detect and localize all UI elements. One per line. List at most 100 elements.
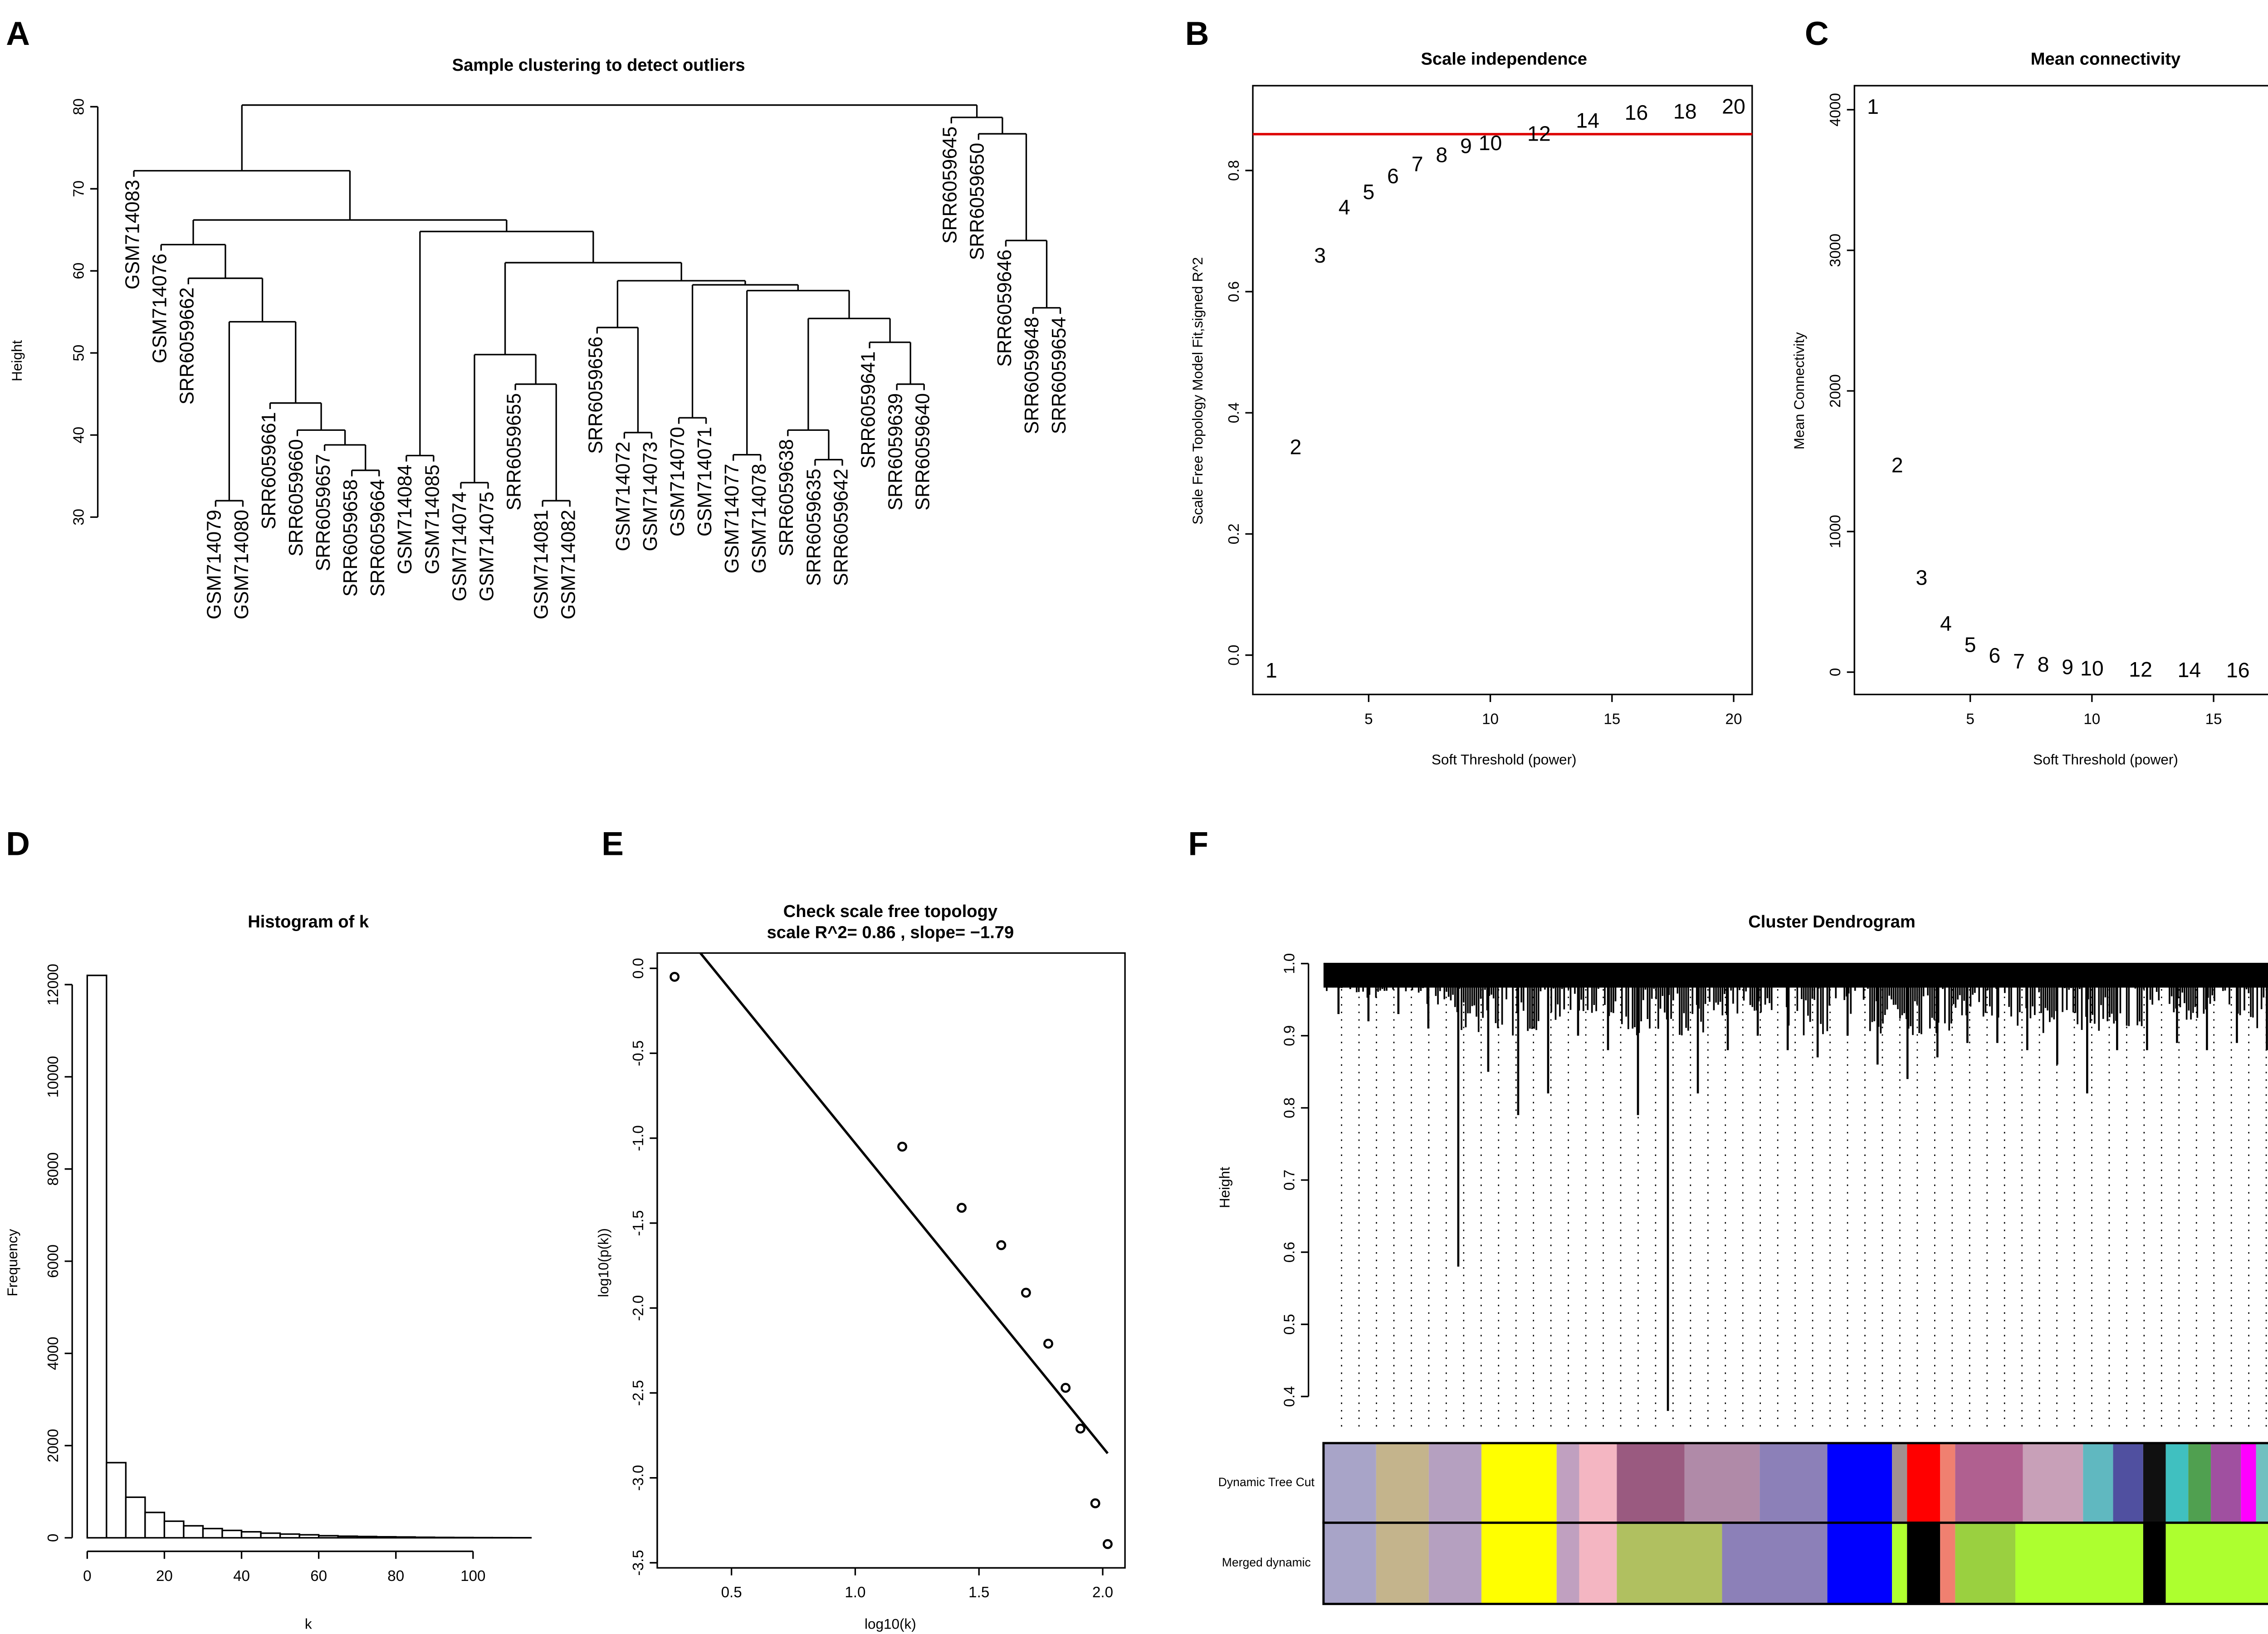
chart-title: Cluster Dendrogram: [1748, 912, 1916, 932]
y-tick-label: 0.6: [1226, 281, 1242, 302]
bar: [453, 1536, 474, 1539]
module-segment: [2165, 1522, 2268, 1604]
module-segment: [1579, 1522, 1617, 1604]
point: [996, 1240, 1007, 1250]
x-axis-label: log10(k): [865, 1615, 916, 1632]
module-segment: [1428, 1522, 1481, 1604]
y-tick-label: 0.5: [1281, 1314, 1298, 1335]
leaf-label: GSM714077: [721, 464, 743, 574]
y-tick-label: 1.0: [1281, 953, 1298, 974]
y-tick-label: 12000: [45, 964, 62, 1005]
panel-letter: B: [1185, 15, 1209, 52]
module-segment: [1556, 1443, 1579, 1523]
leaf-label: GSM714074: [449, 492, 470, 601]
y-tick-label: 60: [70, 263, 87, 279]
x-axis-label: Soft Threshold (power): [2033, 751, 2178, 768]
leaf-label: GSM714076: [149, 254, 171, 363]
module-segment: [2113, 1443, 2143, 1523]
chart-subtitle: scale R^2= 0.86 , slope= −1.79: [767, 922, 1014, 942]
bar: [318, 1535, 339, 1539]
leaf-label: SRR6059642: [830, 468, 852, 586]
point-label: 14: [2178, 658, 2201, 682]
point: [957, 1203, 967, 1213]
y-tick-label: 70: [70, 180, 87, 197]
bar: [357, 1536, 377, 1539]
y-tick-label: 4000: [45, 1336, 62, 1370]
y-tick-label: 0: [1827, 668, 1844, 676]
point-label: 10: [1479, 131, 1502, 155]
x-tick-label: 10: [2083, 711, 2100, 727]
point-label: 10: [2080, 657, 2104, 680]
point: [1090, 1498, 1100, 1508]
fit-line: [699, 952, 1109, 1454]
y-tick-label: 0: [45, 1534, 62, 1542]
module-segment: [2023, 1443, 2083, 1523]
leaf-label: SRR6059656: [585, 337, 607, 454]
y-tick-label: 0.4: [1226, 402, 1242, 423]
module-segment: [1892, 1522, 1907, 1604]
y-tick-label: 0.4: [1281, 1386, 1298, 1407]
module-segment: [1940, 1443, 1955, 1523]
module-segment: [2143, 1443, 2166, 1523]
y-tick-label: 2000: [1827, 374, 1844, 408]
y-tick-label: -2.0: [630, 1295, 647, 1321]
leaf-label: SRR6059640: [912, 393, 934, 511]
y-tick-label: 0.0: [630, 958, 647, 979]
y-tick-label: 0.0: [1226, 644, 1242, 665]
point: [1021, 1288, 1031, 1298]
panel-letter: F: [1188, 825, 1208, 862]
module-segment: [1481, 1522, 1557, 1604]
point-label: 12: [1527, 122, 1551, 146]
module-segment: [2188, 1443, 2211, 1523]
point: [1103, 1539, 1113, 1549]
leaf-label: GSM714083: [122, 180, 143, 289]
leaf-label: SRR6059639: [885, 393, 906, 511]
chart-title: Mean connectivity: [2031, 49, 2180, 69]
module-segment: [1323, 1443, 1376, 1523]
x-tick-label: 1.0: [845, 1584, 865, 1601]
point-label: 8: [1436, 143, 1447, 166]
leaf-label: SRR6059658: [340, 479, 362, 597]
module-segment: [1323, 1522, 1376, 1604]
bar: [144, 1512, 166, 1539]
y-tick-label: 0.9: [1281, 1025, 1298, 1046]
module-segment: [1760, 1443, 1828, 1523]
point-label: 12: [2129, 658, 2152, 681]
module-segment: [1617, 1522, 1722, 1604]
x-tick-label: 5: [1364, 711, 1373, 727]
leaf-label: GSM714072: [612, 442, 634, 551]
bar: [298, 1534, 320, 1539]
module-segment: [1556, 1522, 1579, 1604]
leaf-label: GSM714071: [694, 427, 716, 537]
x-tick-label: 60: [310, 1568, 327, 1585]
bar: [106, 1462, 127, 1539]
leaf-label: SRR6059641: [857, 351, 879, 469]
point-label: 3: [1916, 566, 1927, 590]
y-tick-label: 1000: [1827, 515, 1844, 548]
x-tick-label: 100: [460, 1568, 485, 1585]
chart-title: Histogram of k: [248, 912, 369, 932]
point-label: 4: [1940, 611, 1952, 635]
y-tick-label: -1.5: [630, 1210, 647, 1236]
point-label: 16: [1625, 101, 1648, 124]
leaf-label: GSM714075: [476, 492, 498, 601]
x-tick-label: 40: [233, 1568, 250, 1585]
y-tick-label: 0.7: [1281, 1170, 1298, 1190]
y-axis-label: Height: [1217, 1167, 1233, 1208]
point-label: 16: [2226, 658, 2250, 682]
bar: [337, 1535, 358, 1539]
point: [1061, 1383, 1071, 1393]
leaf-label: GSM714080: [231, 510, 253, 619]
color-row-label: Merged dynamic: [1222, 1556, 1311, 1569]
point: [897, 1141, 908, 1152]
module-segment: [1722, 1522, 1828, 1604]
point-label: 9: [1460, 134, 1472, 157]
point: [1043, 1338, 1053, 1349]
leaf-label: SRR6059635: [803, 468, 825, 586]
y-tick-label: 0.2: [1226, 523, 1242, 544]
y-tick-label: 10000: [45, 1056, 62, 1097]
module-segment: [1617, 1443, 1685, 1523]
leaf-label: GSM714084: [394, 464, 416, 574]
